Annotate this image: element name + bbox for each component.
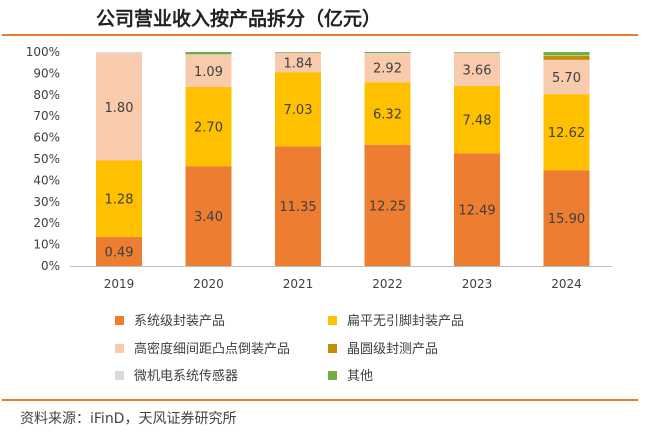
legend-label: 其他	[347, 369, 373, 384]
legend-swatch	[115, 316, 124, 325]
data-label: 2.92	[373, 62, 402, 77]
bar-segment	[96, 53, 142, 161]
bar-segment	[364, 53, 411, 83]
data-label: 5.70	[552, 71, 581, 86]
stacked-bar-chart: 0% 10% 20% 30% 40% 50% 60% 70% 80% 90% 100% 0.49 1.2…	[26, 45, 612, 384]
data-label: 6.32	[373, 107, 402, 122]
bar-segment	[185, 52, 232, 55]
data-label: 1.84	[284, 56, 313, 71]
y-tick-label: 10%	[33, 238, 60, 252]
legend-swatch	[328, 344, 337, 353]
legend-swatch	[328, 371, 337, 380]
bar-segment	[364, 82, 411, 145]
title-rule	[2, 34, 638, 36]
bar-segment	[543, 55, 590, 60]
bar-segment	[96, 52, 142, 54]
x-tick-label: 2021	[283, 277, 314, 291]
bar-segment	[185, 54, 232, 55]
y-tick-label: 90%	[33, 66, 60, 80]
y-tick-label: 20%	[33, 216, 60, 230]
bar-segment	[543, 59, 590, 95]
legend-label: 扁平无引脚封装产品	[347, 313, 464, 329]
bar-segment	[543, 94, 590, 171]
bar-segment	[364, 144, 411, 266]
chart-title: 公司营业收入按产品拆分（亿元）	[96, 8, 382, 30]
x-tick-label: 2023	[462, 277, 493, 291]
y-tick-label: 60%	[33, 131, 60, 145]
data-label: 15.90	[548, 212, 585, 227]
bar-segment	[275, 52, 321, 54]
data-label: 12.49	[458, 204, 495, 219]
bar-segment	[275, 146, 321, 266]
bar-segment	[454, 52, 500, 53]
data-label: 12.62	[548, 126, 585, 141]
bar-segment	[364, 53, 411, 54]
y-tick-label: 100%	[26, 45, 60, 59]
bar-segment	[96, 160, 142, 237]
bar-segment	[543, 170, 590, 266]
legend-label: 微机电系统传感器	[134, 368, 238, 384]
data-label: 0.49	[105, 245, 134, 260]
data-label: 1.09	[194, 65, 223, 80]
source-rule	[2, 399, 638, 401]
legend-swatch	[115, 344, 124, 353]
legend-label: 系统级封装产品	[134, 314, 225, 329]
data-label: 11.35	[279, 200, 316, 215]
x-tick-label: 2020	[193, 277, 224, 291]
legend-label: 高密度细间距凸点倒装产品	[134, 341, 290, 357]
legend-label: 晶圆级封测产品	[347, 342, 438, 357]
bar-segment	[275, 52, 321, 73]
data-label: 3.66	[463, 63, 492, 78]
bar-segment	[185, 54, 232, 87]
source-note: 资料来源：iFinD，天风证券研究所	[20, 411, 237, 427]
data-label: 2.70	[194, 121, 223, 136]
y-tick-label: 30%	[33, 195, 60, 209]
bar-segment	[275, 52, 321, 53]
data-label: 1.28	[105, 193, 134, 208]
y-tick-label: 70%	[33, 109, 60, 123]
x-tick-label: 2019	[104, 277, 135, 291]
data-label: 1.80	[105, 101, 134, 116]
y-tick-label: 50%	[33, 152, 60, 166]
y-tick-label: 0%	[41, 259, 60, 273]
legend-swatch	[328, 316, 337, 325]
bar-segment	[454, 85, 500, 154]
bar-segment	[454, 153, 500, 266]
bar-segment	[275, 72, 321, 147]
x-tick-label: 2024	[551, 277, 582, 291]
y-tick-label: 80%	[33, 88, 60, 102]
y-tick-label: 40%	[33, 173, 60, 187]
bar-segment	[185, 86, 232, 167]
bar-segment	[543, 55, 590, 56]
data-label: 7.48	[463, 114, 492, 129]
legend-swatch	[115, 371, 124, 380]
data-label: 7.03	[284, 103, 313, 118]
bar-segment	[454, 52, 500, 54]
bar-segment	[185, 166, 232, 266]
bar-segment	[543, 52, 590, 56]
x-tick-label: 2022	[372, 277, 403, 291]
bar-segment	[454, 52, 500, 86]
data-label: 12.25	[369, 199, 406, 214]
data-label: 3.40	[194, 210, 223, 225]
bar-segment	[96, 236, 142, 266]
bar-segment	[364, 52, 411, 54]
